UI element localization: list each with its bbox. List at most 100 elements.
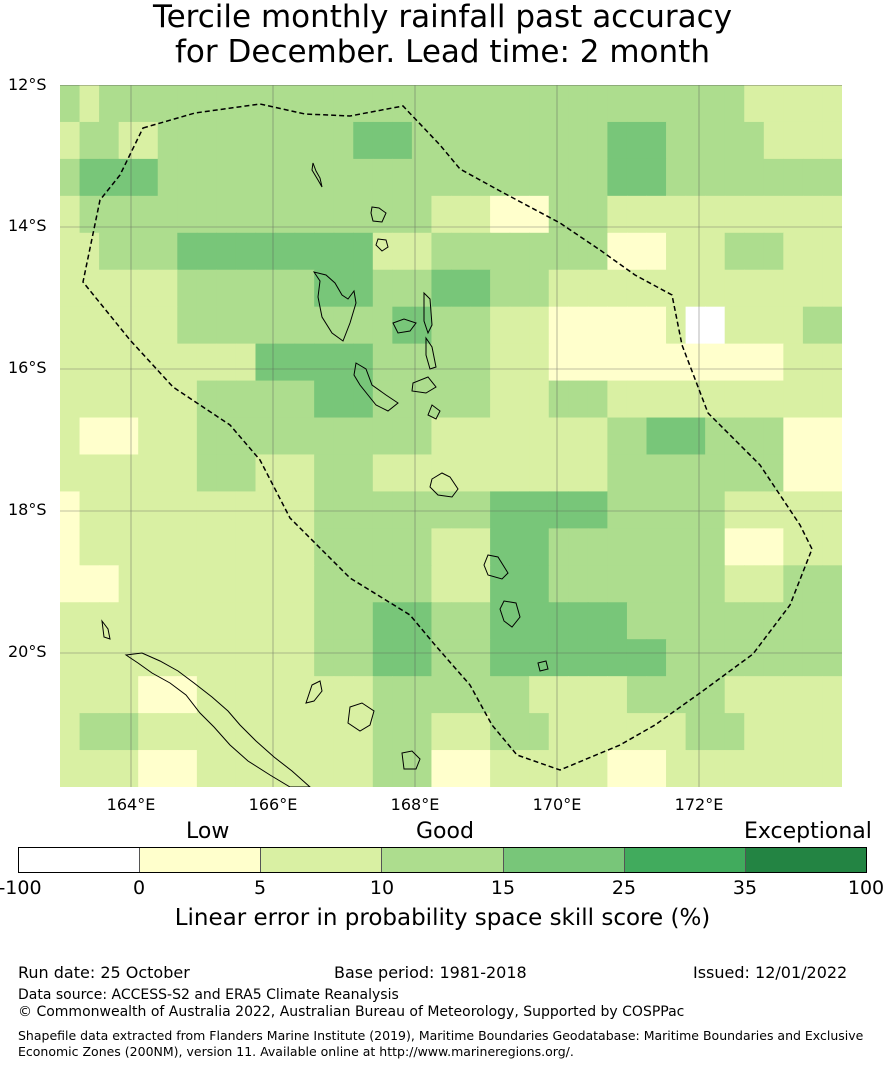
grid-cell [802, 85, 824, 123]
grid-cell [431, 306, 452, 345]
grid-cell [802, 306, 824, 345]
grid-cell [138, 639, 159, 677]
legend-color-segment [19, 848, 141, 872]
grid-cell [685, 380, 706, 419]
grid-cell [705, 528, 726, 566]
grid-cell [529, 565, 550, 603]
grid-cell [138, 306, 159, 345]
grid-cell [822, 454, 842, 493]
lon-label-166e: 166°E [248, 795, 298, 814]
grid-cell [216, 454, 237, 493]
grid-cell [177, 713, 198, 751]
grid-cell [568, 639, 589, 677]
grid-cell [196, 306, 217, 345]
lon-label-168e: 168°E [390, 795, 440, 814]
grid-cell [724, 565, 745, 603]
grid-cell [79, 602, 100, 640]
grid-cell [470, 750, 491, 787]
grid-cell [783, 454, 804, 493]
grid-cell [763, 343, 784, 382]
grid-cell [724, 713, 745, 751]
grid-cell [646, 269, 667, 308]
grid-cell [216, 85, 237, 123]
grid-cell [548, 232, 569, 271]
grid-cell [431, 676, 452, 714]
grid-cell [685, 602, 706, 640]
grid-cell [802, 565, 824, 603]
grid-cell [451, 454, 472, 493]
grid-cell [79, 269, 100, 308]
grid-cell [411, 491, 433, 529]
grid-cell [802, 750, 824, 787]
grid-cell [333, 713, 354, 751]
grid-cell [255, 676, 276, 714]
grid-cell [626, 417, 648, 456]
grid-cell [431, 195, 452, 234]
legend-color-segment [624, 848, 746, 872]
grid-cell [666, 306, 687, 345]
grid-cell [118, 417, 139, 456]
grid-cell [763, 602, 784, 640]
grid-cell [99, 85, 120, 123]
grid-cell [138, 528, 159, 566]
grid-cell [372, 121, 393, 160]
grid-cell [783, 417, 804, 456]
grid-cell [294, 269, 315, 308]
grid-cell [255, 491, 276, 529]
legend-color-segment [745, 848, 866, 872]
grid-cell [235, 417, 257, 456]
grid-cell [685, 232, 706, 271]
grid-cell [490, 158, 511, 197]
grid-cell [333, 417, 354, 456]
grid-cell [548, 491, 569, 529]
grid-cell [216, 121, 237, 160]
grid-cell [607, 454, 628, 493]
grid-cell [802, 713, 824, 751]
grid-cell [685, 195, 706, 234]
grid-cell [353, 713, 374, 751]
grid-cell [177, 417, 198, 456]
grid-cell [470, 121, 491, 160]
grid-cell [529, 528, 550, 566]
grid-cell [60, 232, 81, 271]
grid-cell [314, 158, 335, 197]
grid-cell [548, 269, 569, 308]
grid-cell [353, 491, 374, 529]
grid-cell [783, 269, 804, 308]
grid-cell [411, 639, 433, 677]
grid-cell [294, 121, 315, 160]
grid-cell [685, 343, 706, 382]
grid-cell [372, 380, 393, 419]
grid-cell [275, 602, 296, 640]
grid-cell [157, 269, 178, 308]
grid-cell [431, 232, 452, 271]
island-pentecost [425, 336, 437, 370]
grid-cell [79, 639, 100, 677]
grid-cell [157, 343, 178, 382]
grid-cell [353, 417, 374, 456]
grid-cell [294, 232, 315, 271]
grid-cell [685, 528, 706, 566]
island-banks [370, 206, 387, 223]
grid-cell [822, 676, 842, 714]
grid-cell [724, 195, 745, 234]
grid-cell [802, 121, 824, 160]
grid-cell [353, 380, 374, 419]
grid-cell [235, 750, 257, 787]
island-malo [392, 318, 417, 334]
grid-cell [99, 417, 120, 456]
grid-cell [724, 750, 745, 787]
grid-cell [177, 85, 198, 123]
grid-cell [333, 676, 354, 714]
grid-cell [79, 195, 100, 234]
grid-cell [607, 195, 628, 234]
title-line-2: for December. Lead time: 2 month [175, 34, 710, 70]
grid-cell [451, 417, 472, 456]
grid-cell [79, 750, 100, 787]
island-ambrym [411, 376, 437, 394]
grid-cell [216, 269, 237, 308]
grid-cell [118, 602, 139, 640]
grid-cell [99, 269, 120, 308]
grid-cell [529, 195, 550, 234]
grid-cell [646, 232, 667, 271]
